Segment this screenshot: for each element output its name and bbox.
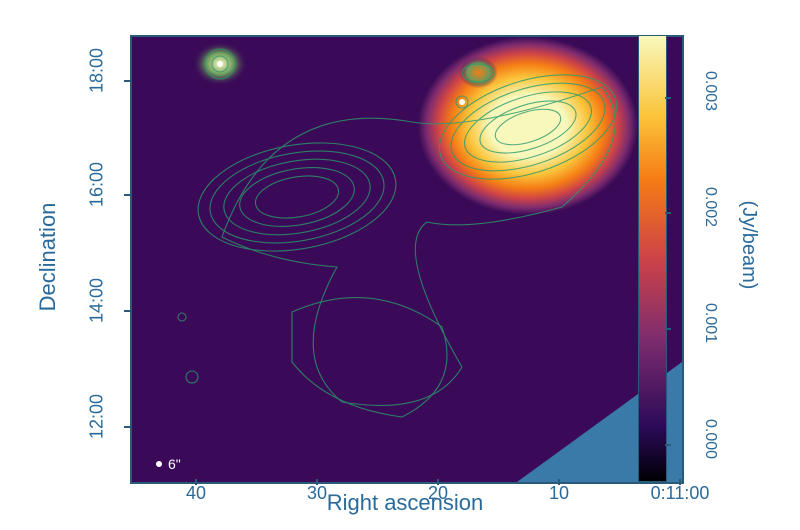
y-axis-label: Declination xyxy=(35,203,61,312)
x-tick-0: 40 xyxy=(186,483,206,504)
x-tick-4: 0:11:00 xyxy=(651,483,710,504)
cb-tick-2: 0.002 xyxy=(701,187,719,227)
cb-tick-3: 0.003 xyxy=(701,71,719,111)
y-tick-3: 18:00 xyxy=(87,41,108,101)
cb-tick-1: 0.001 xyxy=(701,303,719,343)
y-tick-0: 12:00 xyxy=(87,387,108,447)
x-tick-1: 30 xyxy=(307,483,327,504)
beam-size-label: 6" xyxy=(168,456,181,472)
x-tick-3: 10 xyxy=(549,483,569,504)
heatmap-image xyxy=(132,37,682,482)
plot-area: 6" xyxy=(130,35,684,484)
cb-tick-0: 0.000 xyxy=(701,419,719,459)
y-tick-2: 16:00 xyxy=(87,155,108,215)
colorbar-label: (Jy/beam) xyxy=(737,201,760,290)
y-tick-1: 14:00 xyxy=(87,271,108,331)
astronomy-heatmap-chart: 6" 12:00 14:00 16:00 18:00 40 30 20 10 0… xyxy=(20,20,780,510)
colorbar xyxy=(638,35,667,482)
beam-indicator-dot xyxy=(156,461,162,467)
x-axis-label: Right ascension xyxy=(327,490,484,516)
